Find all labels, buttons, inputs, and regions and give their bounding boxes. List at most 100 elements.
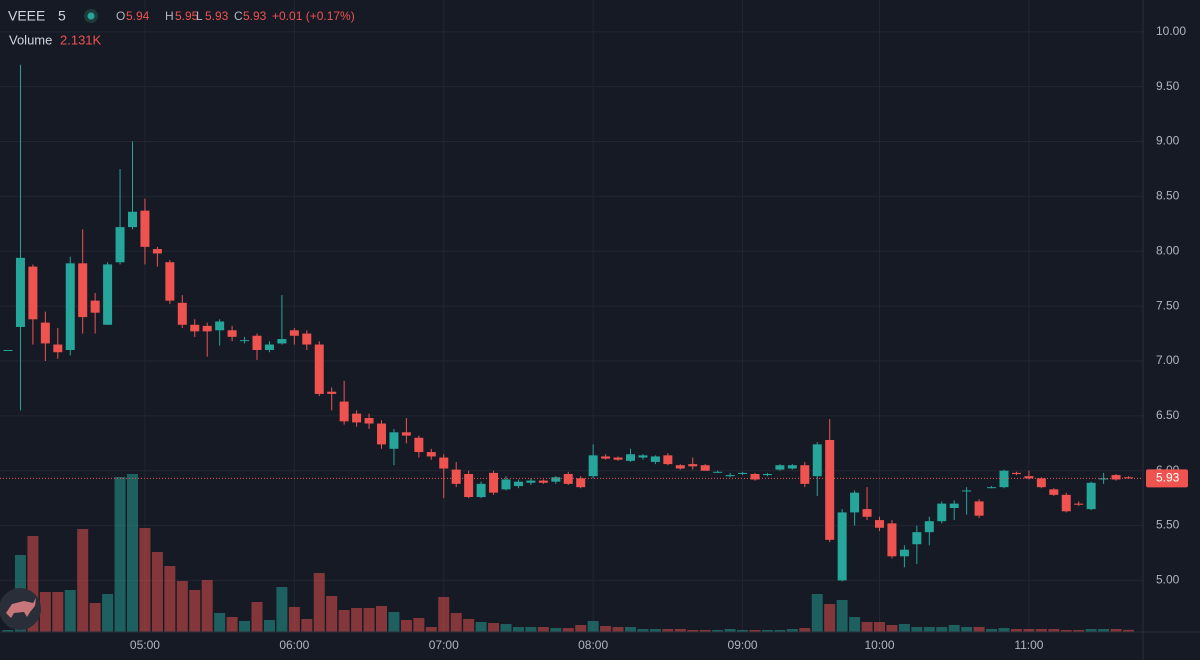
volume-bar [226,617,238,632]
candle-body [240,340,250,342]
y-tick-label: 7.50 [1156,298,1180,312]
volume-bar [500,624,512,632]
volume-bar [600,626,612,632]
volume-bar [27,536,39,632]
candle-body [339,401,349,422]
candle-body [912,532,922,545]
candle-body [1124,477,1133,479]
volume-bar [550,628,562,632]
high-value: 5.95 [175,9,199,23]
candle-body [551,477,561,482]
volume-bar [376,606,387,632]
candle-body [538,480,548,483]
candle-body [489,472,499,493]
candle-body [227,330,237,337]
candle-body [526,480,536,483]
volume-bar [911,627,923,632]
volume-bar [1073,630,1085,632]
candle-body [688,464,698,467]
candle-body [377,423,386,445]
volume-bar [799,628,811,632]
x-tick-label: 06:00 [279,638,309,652]
candle-body [713,471,723,473]
candle-body [177,302,187,325]
candle-body [800,465,810,484]
candle-body [302,333,312,345]
volume-bar [52,592,64,632]
candle-body [850,492,860,513]
candles [3,64,1133,582]
low-value: 5.93 [205,9,229,23]
candle-body [152,249,162,254]
candle-body [65,263,75,351]
volume-bar [625,627,636,632]
candle-body [987,487,997,489]
candle-body [439,457,449,469]
candle-body [974,501,984,516]
candle-body [750,474,760,480]
volume-value: 2.131K [60,32,102,47]
candle-body [638,455,648,458]
candle-body [352,413,362,423]
volume-bar [351,608,363,632]
volume-bar [463,619,475,632]
candle-body [738,472,748,474]
logo [0,588,41,630]
candle-body [563,474,573,484]
candle-body [762,474,772,476]
axes: 5.005.506.006.507.007.508.008.509.009.50… [0,24,1188,652]
candle-body [962,490,972,492]
volume-bar [699,630,711,632]
candle-body [613,457,623,460]
last-price-tag [1146,469,1188,488]
candle-body [426,452,436,457]
volume-bar [301,619,313,632]
candle-body [252,335,262,351]
close-value: 5.93 [243,9,267,23]
volume-bar [936,627,948,632]
candle-body [663,455,673,465]
candle-body [862,509,872,517]
volume-bar [363,608,375,632]
volume-bar [425,627,437,632]
candle-body [1074,503,1084,505]
volume-bar [77,529,89,632]
y-tick-label: 6.50 [1156,408,1180,422]
volume-bar [674,629,686,632]
candle-body [389,432,399,449]
volume-bar [724,629,736,632]
candle-body [401,432,411,436]
legend-header: VEEE 5 O 5.94 H 5.95 L 5.93 C 5.93 +0.01… [8,8,355,48]
volume-bar [64,590,76,632]
volume-bar [662,629,674,632]
high-label: H [165,9,174,23]
volume-bar [923,627,935,632]
volume-bar [89,603,101,632]
candle-body [414,437,424,453]
volume-bar [413,618,425,632]
candle-body [812,444,822,477]
volume-bar [687,630,699,632]
candle-body [128,211,137,228]
volume-bar [1098,629,1110,632]
candle-body [1099,478,1109,480]
volume-bar [612,627,624,632]
volume-bar [2,630,14,632]
volume-bar [475,622,487,632]
y-tick-label: 8.50 [1156,189,1180,203]
status-dot [87,12,95,20]
volume-bar [338,610,350,632]
candle-body [53,344,63,353]
volume-bar [973,627,985,632]
volume-bar [525,627,537,632]
volume-bar [1060,630,1072,632]
volume-bar [749,630,761,632]
y-tick-label: 8.00 [1156,243,1180,257]
candle-body [464,474,474,498]
volume-bar [313,573,325,632]
candle-body [1111,475,1121,480]
volume-bar [512,627,524,632]
candle-body [314,344,324,394]
candle-body [103,264,113,325]
candle-body [787,465,797,469]
